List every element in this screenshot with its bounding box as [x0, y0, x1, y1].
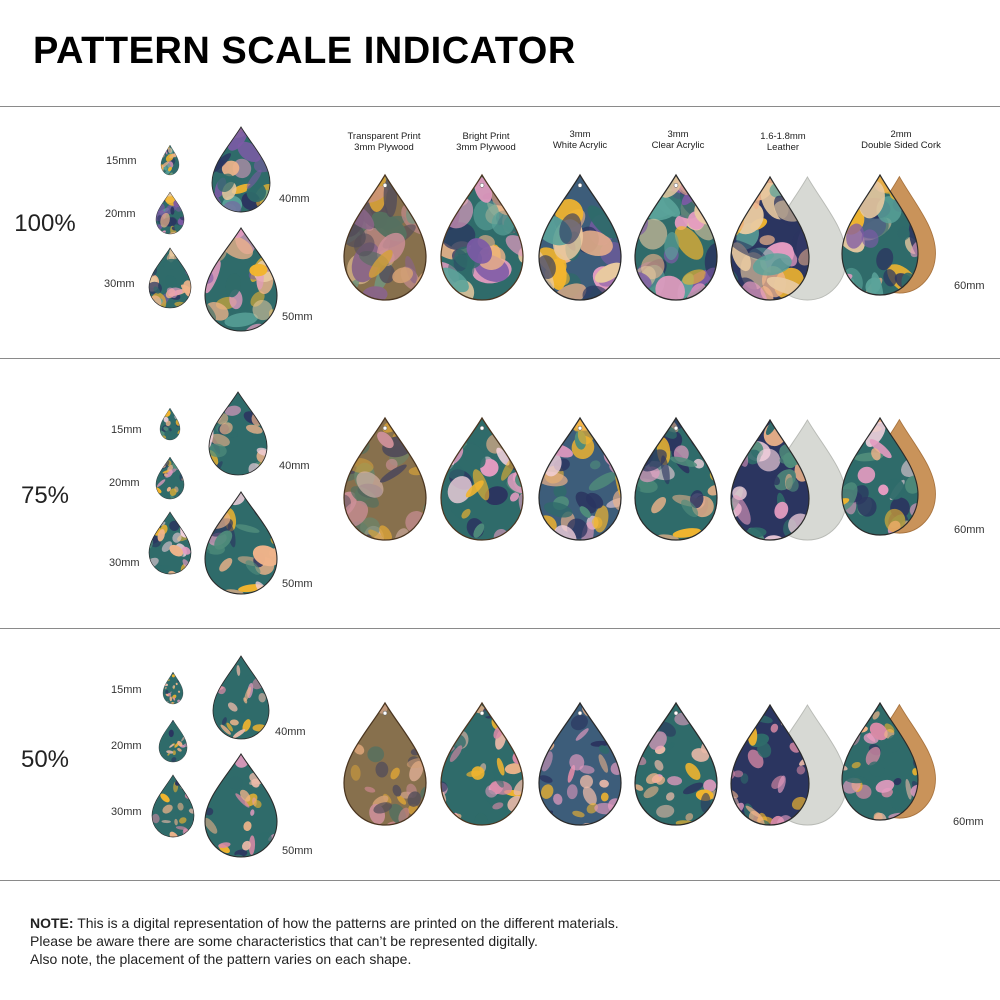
- small-pattern-swatch: [162, 671, 184, 705]
- size-label-60mm: 60mm: [953, 816, 984, 828]
- swatch-transparent-plywood: [343, 701, 427, 826]
- swatch-leather: [730, 175, 852, 301]
- size-label-30mm: 30mm: [104, 278, 135, 290]
- size-label-15mm: 15mm: [106, 155, 137, 167]
- divider-1: [0, 358, 1000, 359]
- hanging-hole: [382, 183, 388, 188]
- swatch-white-acrylic: [538, 173, 622, 301]
- swatch-cork: [841, 173, 960, 296]
- swatch-leather: [730, 418, 852, 541]
- small-pattern-swatch: [148, 247, 192, 309]
- hanging-hole: [382, 710, 388, 716]
- swatch-bright-plywood: [440, 416, 524, 541]
- small-pattern-swatch: [155, 191, 185, 235]
- divider-top: [0, 106, 1000, 107]
- hanging-hole: [673, 710, 679, 716]
- size-label-20mm: 20mm: [105, 208, 136, 220]
- swatch-transparent-plywood: [343, 416, 427, 541]
- size-label-30mm: 30mm: [111, 806, 142, 818]
- small-pattern-swatch: [158, 719, 188, 763]
- note-line-3: Also note, the placement of the pattern …: [30, 951, 412, 967]
- size-label-40mm: 40mm: [279, 193, 310, 205]
- small-pattern-swatch: [211, 126, 271, 213]
- material-header-bright-plywood: Bright Print 3mm Plywood: [456, 131, 516, 153]
- swatch-bright-plywood: [440, 701, 524, 826]
- hanging-hole: [673, 425, 679, 431]
- size-label-30mm: 30mm: [109, 557, 140, 569]
- note-label: NOTE:: [30, 915, 74, 931]
- material-header-cork: 2mm Double Sided Cork: [861, 129, 941, 151]
- swatch-bright-plywood: [440, 173, 524, 301]
- divider-2: [0, 628, 1000, 629]
- divider-bottom: [0, 880, 1000, 881]
- swatch-cork: [841, 416, 960, 536]
- small-pattern-swatch: [148, 511, 192, 575]
- scale-label-50: 50%: [20, 746, 70, 773]
- material-header-transparent-plywood: Transparent Print 3mm Plywood: [347, 131, 421, 153]
- material-header-leather: 1.6-1.8mm Leather: [760, 131, 806, 153]
- small-pattern-swatch: [208, 391, 268, 476]
- small-pattern-swatch: [159, 407, 181, 441]
- swatch-clear-acrylic: [634, 701, 718, 826]
- swatch-white-acrylic: [538, 701, 622, 826]
- hanging-hole: [479, 425, 485, 431]
- size-label-20mm: 20mm: [111, 740, 142, 752]
- scale-label-100: 100%: [14, 210, 76, 237]
- disclaimer-note: NOTE: This is a digital representation o…: [30, 914, 970, 968]
- hanging-hole: [479, 710, 485, 716]
- swatch-transparent-plywood: [343, 173, 427, 301]
- swatch-clear-acrylic: [634, 173, 718, 301]
- swatch-clear-acrylic: [634, 416, 718, 541]
- small-pattern-swatch: [155, 456, 185, 500]
- hanging-hole: [577, 183, 583, 188]
- size-label-60mm: 60mm: [954, 280, 985, 292]
- size-label-50mm: 50mm: [282, 845, 313, 857]
- small-pattern-swatch: [204, 491, 278, 595]
- small-pattern-swatch: [151, 774, 195, 838]
- size-label-15mm: 15mm: [111, 684, 142, 696]
- small-pattern-swatch: [204, 752, 278, 858]
- hanging-hole: [673, 183, 679, 188]
- swatch-white-acrylic: [538, 416, 622, 541]
- hanging-hole: [382, 425, 388, 431]
- size-label-50mm: 50mm: [282, 311, 313, 323]
- size-label-40mm: 40mm: [279, 460, 310, 472]
- size-label-15mm: 15mm: [111, 424, 142, 436]
- material-header-clear-acrylic: 3mm Clear Acrylic: [651, 129, 705, 151]
- swatch-cork: [841, 701, 960, 821]
- small-pattern-swatch: [212, 655, 270, 740]
- note-line-2: Please be aware there are some character…: [30, 933, 538, 949]
- swatch-leather: [730, 703, 852, 826]
- note-line-1: This is a digital representation of how …: [73, 915, 619, 931]
- size-label-50mm: 50mm: [282, 578, 313, 590]
- size-label-40mm: 40mm: [275, 726, 306, 738]
- hanging-hole: [577, 710, 583, 716]
- material-header-white-acrylic: 3mm White Acrylic: [552, 129, 608, 151]
- size-label-20mm: 20mm: [109, 477, 140, 489]
- hanging-hole: [577, 425, 583, 431]
- scale-label-75: 75%: [20, 482, 70, 509]
- small-pattern-swatch: [160, 144, 180, 176]
- page-title: PATTERN SCALE INDICATOR: [33, 30, 576, 72]
- size-label-60mm: 60mm: [954, 524, 985, 536]
- small-pattern-swatch: [204, 226, 278, 332]
- hanging-hole: [479, 183, 485, 188]
